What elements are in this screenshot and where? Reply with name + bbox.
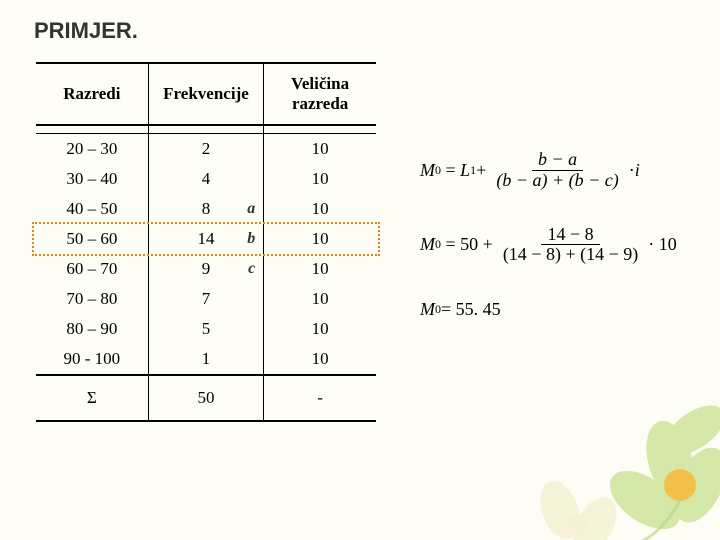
cell-class-width: 10 bbox=[264, 224, 376, 254]
page-title: PRIMJER. bbox=[34, 18, 138, 44]
cell-range: 70 – 80 bbox=[36, 284, 148, 314]
cell-range: 50 – 60 bbox=[36, 224, 148, 254]
cell-frequency: 7 bbox=[148, 284, 264, 314]
freq-value: 14 bbox=[197, 229, 214, 248]
table-header-row: Razredi Frekvencije Veličina razreda bbox=[36, 63, 376, 125]
formula-mode-result: M0 = 55. 45 bbox=[420, 299, 700, 320]
col-header-width: Veličina razreda bbox=[264, 63, 376, 125]
table-row: 40 – 508a10 bbox=[36, 194, 376, 224]
cell-range: 20 – 30 bbox=[36, 133, 148, 164]
freq-value: 9 bbox=[202, 259, 211, 278]
cell-class-width: 10 bbox=[264, 284, 376, 314]
freq-annotation: b bbox=[247, 230, 255, 248]
freq-value: 5 bbox=[202, 319, 211, 338]
table-row: 60 – 709c10 bbox=[36, 254, 376, 284]
cell-class-width: 10 bbox=[264, 194, 376, 224]
cell-range: 80 – 90 bbox=[36, 314, 148, 344]
cell-class-width: 10 bbox=[264, 314, 376, 344]
table-sum-row: Σ50- bbox=[36, 375, 376, 421]
table-row: 30 – 40 4 10 bbox=[36, 164, 376, 194]
table-row: 80 – 90 5 10 bbox=[36, 314, 376, 344]
col-header-freq: Frekvencije bbox=[148, 63, 264, 125]
cell-frequency: 9c bbox=[148, 254, 264, 284]
sum-freq: 50 bbox=[148, 375, 264, 421]
formula-block: M0 = L1 + b − a (b − a) + (b − c) · i M0… bbox=[420, 150, 700, 354]
cell-range: 60 – 70 bbox=[36, 254, 148, 284]
table-row: 50 – 60 14 b 10 bbox=[36, 224, 376, 254]
cell-frequency: 1 bbox=[148, 344, 264, 375]
formula-mode-general: M0 = L1 + b − a (b − a) + (b − c) · i bbox=[420, 150, 700, 191]
table-row: 20 – 30 2 10 bbox=[36, 133, 376, 164]
freq-value: 1 bbox=[202, 349, 211, 368]
cell-frequency: 8a bbox=[148, 194, 264, 224]
formula-mode-substituted: M0 = 50 + 14 − 8 (14 − 8) + (14 − 9) · 1… bbox=[420, 225, 700, 266]
cell-range: 30 – 40 bbox=[36, 164, 148, 194]
sum-label: Σ bbox=[36, 375, 148, 421]
cell-range: 90 - 100 bbox=[36, 344, 148, 375]
sum-width: - bbox=[264, 375, 376, 421]
cell-class-width: 10 bbox=[264, 133, 376, 164]
cell-range: 40 – 50 bbox=[36, 194, 148, 224]
freq-value: 7 bbox=[202, 289, 211, 308]
frequency-table: Razredi Frekvencije Veličina razreda 20 … bbox=[36, 62, 376, 422]
freq-annotation: a bbox=[247, 200, 255, 218]
cell-class-width: 10 bbox=[264, 344, 376, 375]
cell-frequency: 2 bbox=[148, 133, 264, 164]
freq-value: 2 bbox=[202, 139, 211, 158]
freq-annotation: c bbox=[248, 260, 255, 278]
table-row: 90 - 100 1 10 bbox=[36, 344, 376, 375]
cell-frequency: 4 bbox=[148, 164, 264, 194]
freq-value: 8 bbox=[202, 199, 211, 218]
cell-class-width: 10 bbox=[264, 254, 376, 284]
cell-class-width: 10 bbox=[264, 164, 376, 194]
cell-frequency: 5 bbox=[148, 314, 264, 344]
col-header-classes: Razredi bbox=[36, 63, 148, 125]
table-row: 70 – 80 7 10 bbox=[36, 284, 376, 314]
frequency-table-wrapper: Razredi Frekvencije Veličina razreda 20 … bbox=[36, 62, 376, 422]
cell-frequency: 14 b bbox=[148, 224, 264, 254]
freq-value: 4 bbox=[202, 169, 211, 188]
